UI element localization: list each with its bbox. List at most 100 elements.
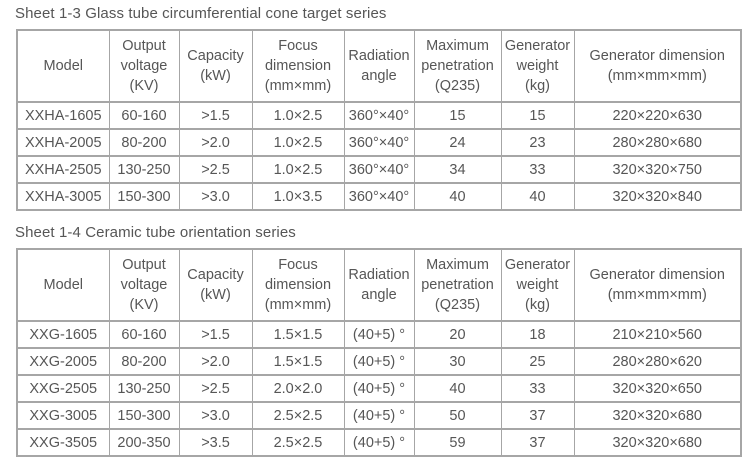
glass-tube-series-table: Model Output voltage (KV) Capacity (kW) Foc… xyxy=(16,29,742,211)
table-cell: >2.5 xyxy=(178,155,253,184)
column-header: Model xyxy=(16,29,110,103)
table-cell: 18 xyxy=(500,320,575,349)
table-cell: 210×210×560 xyxy=(573,320,742,349)
header-row: Model Output voltage (KV) Capacity (kW) Foc… xyxy=(16,29,742,103)
sheet-1-3-title: Sheet 1-3 Glass tube circumferential con… xyxy=(15,5,387,22)
table-row: XXG-1605 60-160 >1.5 1.5×1.5 (40+5) ° 20 18 210… xyxy=(16,320,742,349)
table-cell: 50 xyxy=(413,401,502,430)
table-row: XXHA-2005 80-200 >2.0 1.0×2.5 360°×40° 24 23 28… xyxy=(16,128,742,157)
column-header: Focus dimension (mm×mm) xyxy=(251,248,345,322)
column-header: Capacity (kW) xyxy=(178,248,253,322)
table-cell: 23 xyxy=(500,128,575,157)
table-cell: 360°×40° xyxy=(343,155,415,184)
table-cell: (40+5) ° xyxy=(343,374,415,403)
table-cell: (40+5) ° xyxy=(343,347,415,376)
sheet-1-4-section: Sheet 1-4 Ceramic tube orientation serie… xyxy=(14,224,742,457)
table-cell: 280×280×680 xyxy=(573,128,742,157)
table-cell: 37 xyxy=(500,428,575,457)
table-cell: 30 xyxy=(413,347,502,376)
table-cell: 130-250 xyxy=(108,155,180,184)
table-cell: 59 xyxy=(413,428,502,457)
table-cell: 40 xyxy=(500,182,575,211)
table-cell: XXHA-1605 xyxy=(16,101,110,130)
column-header: Generator weight (kg) xyxy=(500,248,575,322)
table-row: XXG-3505 200-350 >3.5 2.5×2.5 (40+5) ° 59 37 32… xyxy=(16,428,742,457)
table-cell: 1.0×2.5 xyxy=(251,128,345,157)
sheet-1-3-section: Sheet 1-3 Glass tube circumferential con… xyxy=(14,5,742,211)
table-cell: 200-350 xyxy=(108,428,180,457)
table-cell: 2.5×2.5 xyxy=(251,428,345,457)
table-cell: 20 xyxy=(413,320,502,349)
header-row: Model Output voltage (KV) Capacity (kW) Foc… xyxy=(16,248,742,322)
table-row: XXG-2505 130-250 >2.5 2.0×2.0 (40+5) ° 40 33 32… xyxy=(16,374,742,403)
table-cell: XXHA-2005 xyxy=(16,128,110,157)
table-cell: >3.0 xyxy=(178,182,253,211)
table-cell: 60-160 xyxy=(108,320,180,349)
table-cell: 1.0×2.5 xyxy=(251,101,345,130)
table-cell: 150-300 xyxy=(108,401,180,430)
table-cell: XXHA-2505 xyxy=(16,155,110,184)
column-header: Generator weight (kg) xyxy=(500,29,575,103)
table-cell: 360°×40° xyxy=(343,182,415,211)
table-cell: >1.5 xyxy=(178,320,253,349)
table-cell: 280×280×620 xyxy=(573,347,742,376)
table-cell: 24 xyxy=(413,128,502,157)
table-cell: 220×220×630 xyxy=(573,101,742,130)
table-cell: XXG-3505 xyxy=(16,428,110,457)
column-header: Capacity (kW) xyxy=(178,29,253,103)
table-cell: (40+5) ° xyxy=(343,428,415,457)
table-cell: >2.5 xyxy=(178,374,253,403)
table-cell: (40+5) ° xyxy=(343,320,415,349)
table-cell: 360°×40° xyxy=(343,101,415,130)
table-cell: XXG-1605 xyxy=(16,320,110,349)
table-cell: XXHA-3005 xyxy=(16,182,110,211)
table-row: XXHA-3005 150-300 >3.0 1.0×3.5 360°×40° 40 40 3… xyxy=(16,182,742,211)
table-cell: 15 xyxy=(500,101,575,130)
column-header: Focus dimension (mm×mm) xyxy=(251,29,345,103)
ceramic-tube-series-table: Model Output voltage (KV) Capacity (kW) Foc… xyxy=(16,248,742,457)
table-cell: 80-200 xyxy=(108,128,180,157)
table-cell: XXG-2505 xyxy=(16,374,110,403)
table-cell: 15 xyxy=(413,101,502,130)
table-cell: (40+5) ° xyxy=(343,401,415,430)
table-cell: 1.5×1.5 xyxy=(251,347,345,376)
table-cell: 33 xyxy=(500,155,575,184)
table-cell: 320×320×750 xyxy=(573,155,742,184)
table-cell: XXG-2005 xyxy=(16,347,110,376)
column-header: Model xyxy=(16,248,110,322)
table-cell: 360°×40° xyxy=(343,128,415,157)
column-header: Radiation angle xyxy=(343,29,415,103)
table-cell: 2.5×2.5 xyxy=(251,401,345,430)
column-header: Output voltage (KV) xyxy=(108,248,180,322)
table-cell: 40 xyxy=(413,182,502,211)
table-row: XXG-3005 150-300 >3.0 2.5×2.5 (40+5) ° 50 37 32… xyxy=(16,401,742,430)
table-cell: 320×320×840 xyxy=(573,182,742,211)
table-cell: 2.0×2.0 xyxy=(251,374,345,403)
column-header: Radiation angle xyxy=(343,248,415,322)
table-cell: 320×320×650 xyxy=(573,374,742,403)
table-cell: 60-160 xyxy=(108,101,180,130)
table-cell: >3.5 xyxy=(178,428,253,457)
table-cell: 40 xyxy=(413,374,502,403)
column-header: Output voltage (KV) xyxy=(108,29,180,103)
table-cell: >3.0 xyxy=(178,401,253,430)
table-cell: 33 xyxy=(500,374,575,403)
table-cell: 34 xyxy=(413,155,502,184)
table-cell: 1.0×3.5 xyxy=(251,182,345,211)
table-cell: >1.5 xyxy=(178,101,253,130)
table-row: XXG-2005 80-200 >2.0 1.5×1.5 (40+5) ° 30 25 280… xyxy=(16,347,742,376)
column-header: Generator dimension (mm×mm×mm) xyxy=(573,248,742,322)
table-cell: 37 xyxy=(500,401,575,430)
table-cell: 25 xyxy=(500,347,575,376)
table-cell: 150-300 xyxy=(108,182,180,211)
table-row: XXHA-1605 60-160 >1.5 1.0×2.5 360°×40° 15 15 22… xyxy=(16,101,742,130)
table-cell: >2.0 xyxy=(178,128,253,157)
table-cell: XXG-3005 xyxy=(16,401,110,430)
column-header: Maximum penetration (Q235) xyxy=(413,29,502,103)
table-cell: 80-200 xyxy=(108,347,180,376)
table-cell: 320×320×680 xyxy=(573,428,742,457)
table-cell: 1.0×2.5 xyxy=(251,155,345,184)
column-header: Generator dimension (mm×mm×mm) xyxy=(573,29,742,103)
table-row: XXHA-2505 130-250 >2.5 1.0×2.5 360°×40° 34 33 3… xyxy=(16,155,742,184)
